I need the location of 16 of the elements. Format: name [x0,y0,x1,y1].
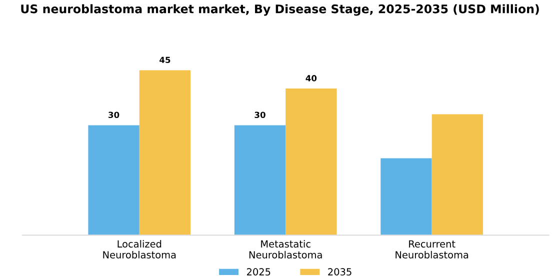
data-label: 30 [108,112,120,118]
data-label: 30 [254,112,266,118]
x-tick-label: Metastatic Neuroblastoma [249,240,322,258]
chart-title: US neuroblastoma market market, By Disease Stage, 2025-2035 (USD Million) [21,4,539,16]
data-label: 40 [306,75,317,82]
bar [139,70,191,236]
bar [380,158,432,236]
bar [88,125,140,236]
bar [432,114,483,236]
legend-label: 2035 [328,268,352,276]
bar [234,125,286,236]
legend-label: 2025 [246,268,270,276]
data-label: 45 [160,56,170,64]
bar [286,88,337,236]
x-tick-label: Localized Neuroblastoma [103,240,176,258]
x-tick-label: Recurrent Neuroblastoma [396,240,468,258]
